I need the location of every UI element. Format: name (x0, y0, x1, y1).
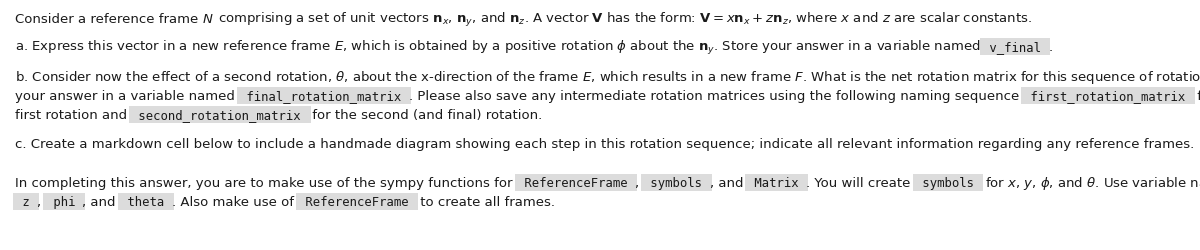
Text: ReferenceFrame: ReferenceFrame (298, 195, 416, 208)
Text: .: . (1048, 41, 1052, 54)
Text: Matrix: Matrix (748, 176, 806, 189)
Text: . You will create: . You will create (806, 176, 914, 189)
Text: , and: , and (709, 176, 748, 189)
Text: for $x$, $y$, $\phi$, and $\theta$. Use variable names: for $x$, $y$, $\phi$, and $\theta$. Use … (982, 174, 1200, 191)
Text: a. Express this vector in a new reference frame $\mathit{E}$, which is obtained : a. Express this vector in a new referenc… (14, 39, 982, 57)
Text: . Please also save any intermediate rotation matrices using the following naming: . Please also save any intermediate rota… (409, 90, 1024, 102)
Text: theta: theta (120, 195, 172, 208)
Text: for the second (and final) rotation.: for the second (and final) rotation. (308, 108, 542, 122)
Text: $\mathit{N}$: $\mathit{N}$ (203, 13, 214, 26)
Text: z: z (14, 195, 37, 208)
Text: v_final: v_final (982, 41, 1048, 54)
Text: first rotation and: first rotation and (14, 108, 131, 122)
Text: ,: , (37, 195, 46, 208)
Text: comprising a set of unit vectors $\mathbf{n}_x$, $\mathbf{n}_y$, and $\mathbf{n}: comprising a set of unit vectors $\mathb… (214, 11, 1032, 29)
Text: final_rotation_matrix: final_rotation_matrix (239, 90, 409, 102)
Text: symbols: symbols (914, 176, 982, 189)
Text: In completing this answer, you are to make use of the sympy functions for: In completing this answer, you are to ma… (14, 176, 517, 189)
Text: symbols: symbols (643, 176, 709, 189)
Text: ,: , (635, 176, 643, 189)
Text: second_rotation_matrix: second_rotation_matrix (131, 108, 308, 122)
Text: ReferenceFrame: ReferenceFrame (517, 176, 635, 189)
Text: first_rotation_matrix: first_rotation_matrix (1024, 90, 1193, 102)
Text: b. Consider now the effect of a second rotation, $\theta$, about the x-direction: b. Consider now the effect of a second r… (14, 69, 1200, 86)
Text: for the: for the (1193, 90, 1200, 102)
Text: , and: , and (83, 195, 120, 208)
Text: . Also make use of: . Also make use of (172, 195, 298, 208)
Text: Consider a reference frame: Consider a reference frame (14, 13, 203, 26)
Text: phi: phi (46, 195, 83, 208)
Text: your answer in a variable named: your answer in a variable named (14, 90, 239, 102)
Text: to create all frames.: to create all frames. (416, 195, 554, 208)
Text: c. Create a markdown cell below to include a handmade diagram showing each step : c. Create a markdown cell below to inclu… (14, 138, 1194, 150)
